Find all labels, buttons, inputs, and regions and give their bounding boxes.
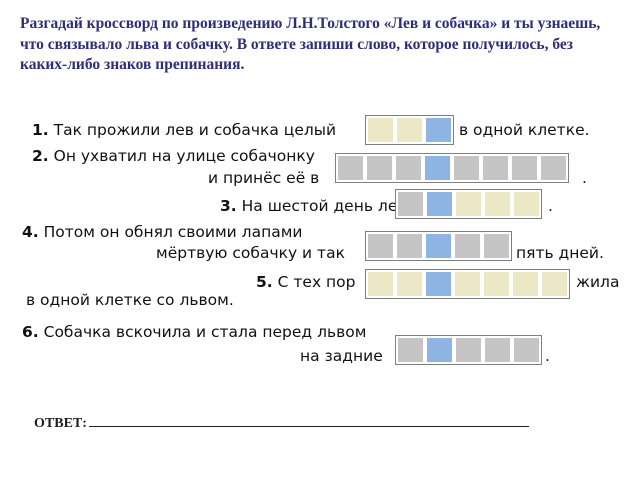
cell-key[interactable] <box>424 116 453 144</box>
cell[interactable] <box>396 336 425 364</box>
clue-4-line1: Потом он обнял своими лапами <box>43 223 303 241</box>
clue-6: 6. Собачка вскочила и стала перед львом <box>22 322 366 342</box>
cell[interactable] <box>336 154 365 182</box>
cell[interactable] <box>483 190 512 218</box>
row-5-cells <box>365 269 570 299</box>
clue-6-number: 6. <box>22 323 39 341</box>
clue-3: 3. На шестой день лев <box>220 196 407 216</box>
cell[interactable] <box>510 154 539 182</box>
cell[interactable] <box>540 270 569 298</box>
cell[interactable] <box>454 190 483 218</box>
cell-key[interactable] <box>425 190 454 218</box>
cell[interactable] <box>453 232 482 260</box>
clue-3-after: . <box>548 197 553 215</box>
cell-key[interactable] <box>424 270 453 298</box>
clue-4-line2: мёртвую собачку и так <box>156 244 345 262</box>
clue-4-after: пять дней. <box>516 244 604 262</box>
clue-5: 5. С тех пор <box>256 272 356 292</box>
cell[interactable] <box>396 190 425 218</box>
clue-6-line2: на задние <box>300 347 383 365</box>
cell[interactable] <box>366 116 395 144</box>
clue-5-number: 5. <box>256 273 273 291</box>
cell[interactable] <box>452 154 481 182</box>
clue-3-number: 3. <box>220 197 237 215</box>
cell-key[interactable] <box>423 154 452 182</box>
row-4-cells <box>365 231 512 261</box>
clue-5-after: жила <box>576 273 620 291</box>
cell[interactable] <box>483 336 512 364</box>
clue-2-line2: и принёс её в <box>208 169 320 187</box>
cell[interactable] <box>453 270 482 298</box>
answer-label: ОТВЕТ: <box>34 416 87 431</box>
clue-3-text: На шестой день лев <box>241 197 407 215</box>
cell[interactable] <box>366 232 395 260</box>
clue-5-text: С тех пор <box>277 273 356 291</box>
cell[interactable] <box>365 154 394 182</box>
clue-6-line1: Собачка вскочила и стала перед львом <box>43 323 367 341</box>
row-1-cells <box>365 115 454 145</box>
clue-1-number: 1. <box>32 121 49 139</box>
cell[interactable] <box>454 336 483 364</box>
clue-4: 4. Потом он обнял своими лапами <box>22 222 303 242</box>
clue-2-line1: Он ухватил на улице собачонку <box>53 147 315 165</box>
row-2-cells <box>335 153 569 183</box>
row-3-cells <box>395 189 542 219</box>
cell[interactable] <box>512 190 541 218</box>
answer-row: ОТВЕТ: <box>34 414 554 432</box>
cell[interactable] <box>366 270 395 298</box>
cell[interactable] <box>394 154 423 182</box>
clue-1-text: Так прожили лев и собачка целый <box>53 121 337 139</box>
cell[interactable] <box>482 270 511 298</box>
row-6-cells <box>395 335 542 365</box>
cell[interactable] <box>395 116 424 144</box>
answer-line[interactable] <box>88 414 529 427</box>
cell-key[interactable] <box>425 336 454 364</box>
clue-2: 2. Он ухватил на улице собачонку <box>32 146 315 166</box>
cell[interactable] <box>482 232 511 260</box>
clue-5-line2: в одной клетке со львом. <box>26 291 234 309</box>
clue-2-after: . <box>582 169 587 187</box>
clue-6-after: . <box>545 347 550 365</box>
cell[interactable] <box>395 270 424 298</box>
clue-1-after: в одной клетке. <box>459 121 590 139</box>
clue-4-number: 4. <box>22 223 39 241</box>
task-instructions: Разгадай кроссворд по произведению Л.Н.Т… <box>20 15 601 73</box>
cell[interactable] <box>512 336 541 364</box>
cell[interactable] <box>511 270 540 298</box>
clue-2-number: 2. <box>32 147 49 165</box>
cell[interactable] <box>395 232 424 260</box>
cell-key[interactable] <box>424 232 453 260</box>
cell[interactable] <box>539 154 568 182</box>
cell[interactable] <box>481 154 510 182</box>
clue-1: 1. Так прожили лев и собачка целый <box>32 120 336 140</box>
